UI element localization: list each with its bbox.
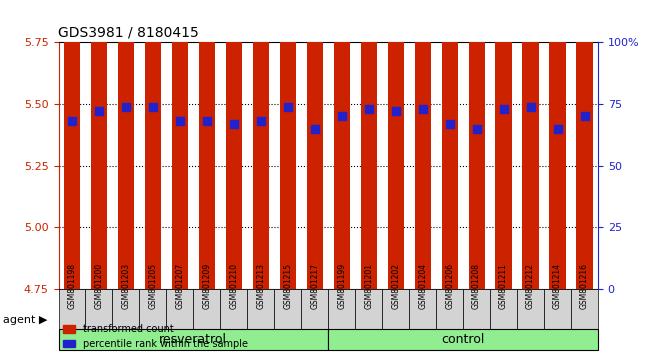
Point (255, 119, 266, 124)
Bar (64, 0, 80, 289)
Text: resveratrol: resveratrol (159, 333, 228, 346)
Bar (172, 0, 188, 289)
Text: GSM801198: GSM801198 (68, 263, 77, 309)
Bar (577, 0, 593, 289)
Text: GSM801204: GSM801204 (418, 263, 427, 309)
FancyBboxPatch shape (328, 289, 355, 329)
Point (148, 104, 158, 109)
Point (121, 104, 131, 109)
Bar (523, 0, 539, 289)
Bar (199, 0, 215, 289)
Point (67, 119, 77, 124)
FancyBboxPatch shape (302, 289, 328, 329)
Bar (469, 0, 485, 289)
FancyBboxPatch shape (328, 329, 598, 350)
Bar (307, 0, 323, 289)
Legend: transformed count, percentile rank within the sample: transformed count, percentile rank withi… (63, 324, 248, 349)
FancyBboxPatch shape (247, 289, 274, 329)
Bar (441, 0, 458, 289)
Text: GSM801201: GSM801201 (364, 263, 373, 309)
Text: GSM801207: GSM801207 (176, 263, 185, 309)
Text: GSM801215: GSM801215 (283, 263, 292, 309)
Text: GSM801203: GSM801203 (122, 263, 131, 309)
Point (363, 106, 374, 112)
Bar (91, 0, 107, 289)
Point (337, 114, 347, 119)
Point (552, 126, 563, 132)
FancyBboxPatch shape (58, 289, 85, 329)
FancyBboxPatch shape (112, 289, 140, 329)
Point (391, 109, 401, 114)
FancyBboxPatch shape (85, 289, 112, 329)
FancyBboxPatch shape (58, 329, 328, 350)
Bar (118, 0, 134, 289)
FancyBboxPatch shape (410, 289, 436, 329)
FancyBboxPatch shape (517, 289, 544, 329)
Text: GSM801206: GSM801206 (445, 263, 454, 309)
Text: GSM801216: GSM801216 (580, 263, 589, 309)
FancyBboxPatch shape (274, 289, 302, 329)
Bar (226, 0, 242, 289)
Text: control: control (441, 333, 485, 346)
Bar (495, 0, 512, 289)
FancyBboxPatch shape (140, 289, 166, 329)
Text: GSM801205: GSM801205 (148, 263, 157, 309)
Point (499, 106, 509, 112)
Point (94, 109, 104, 114)
Text: GSM801202: GSM801202 (391, 263, 400, 309)
Text: GSM801213: GSM801213 (256, 263, 265, 309)
Point (579, 114, 590, 119)
Text: agent ▶: agent ▶ (3, 315, 47, 325)
FancyBboxPatch shape (490, 289, 517, 329)
Point (229, 121, 239, 127)
FancyBboxPatch shape (166, 289, 194, 329)
Text: GSM801209: GSM801209 (202, 263, 211, 309)
Text: GSM801200: GSM801200 (94, 263, 103, 309)
FancyBboxPatch shape (382, 289, 410, 329)
FancyBboxPatch shape (194, 289, 220, 329)
Point (175, 119, 185, 124)
Point (471, 126, 482, 132)
FancyBboxPatch shape (544, 289, 571, 329)
Text: GSM801212: GSM801212 (526, 263, 535, 309)
Text: GSM801208: GSM801208 (472, 263, 481, 309)
Bar (361, 0, 377, 289)
Point (525, 104, 536, 109)
Point (283, 104, 293, 109)
Text: GSM801214: GSM801214 (553, 263, 562, 309)
Point (202, 119, 212, 124)
FancyBboxPatch shape (355, 289, 382, 329)
Bar (387, 0, 404, 289)
Point (309, 126, 320, 132)
Text: GSM801199: GSM801199 (337, 263, 346, 309)
FancyBboxPatch shape (436, 289, 463, 329)
FancyBboxPatch shape (571, 289, 598, 329)
Bar (145, 0, 161, 289)
Bar (333, 0, 350, 289)
Text: GSM801211: GSM801211 (499, 263, 508, 309)
Bar (253, 0, 269, 289)
FancyBboxPatch shape (220, 289, 247, 329)
Point (417, 106, 428, 112)
Bar (280, 0, 296, 289)
Text: GSM801210: GSM801210 (229, 263, 239, 309)
Bar (415, 0, 431, 289)
Text: GDS3981 / 8180415: GDS3981 / 8180415 (58, 26, 200, 40)
FancyBboxPatch shape (463, 289, 490, 329)
Point (445, 121, 455, 127)
Text: GSM801217: GSM801217 (310, 263, 319, 309)
Bar (549, 0, 566, 289)
